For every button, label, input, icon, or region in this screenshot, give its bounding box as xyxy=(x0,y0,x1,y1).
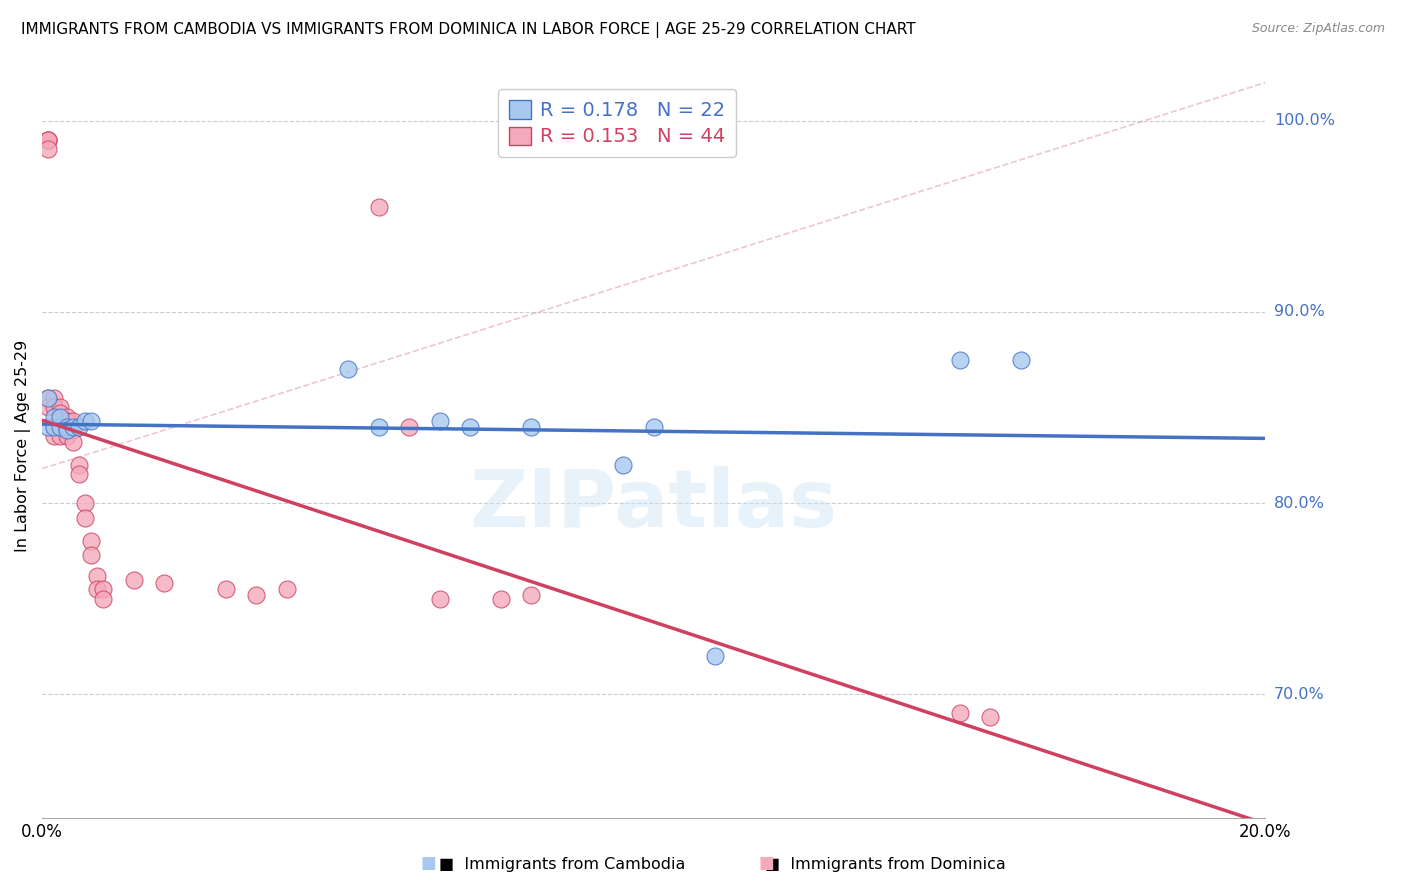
Point xyxy=(153,576,176,591)
Point xyxy=(49,401,72,415)
Point xyxy=(1010,352,1032,367)
Text: Source: ZipAtlas.com: Source: ZipAtlas.com xyxy=(1251,22,1385,36)
Point xyxy=(429,591,451,606)
Point xyxy=(429,414,451,428)
Point xyxy=(49,419,72,434)
Point xyxy=(62,419,84,434)
Point xyxy=(44,410,66,425)
Point xyxy=(276,582,298,596)
Text: 90.0%: 90.0% xyxy=(1274,304,1324,319)
Text: ■  Immigrants from Dominica: ■ Immigrants from Dominica xyxy=(765,857,1007,872)
Point xyxy=(949,706,972,721)
Point xyxy=(949,352,972,367)
Point xyxy=(67,458,90,472)
Point xyxy=(245,588,267,602)
Point xyxy=(703,648,725,663)
Point xyxy=(367,200,389,214)
Point xyxy=(44,391,66,405)
Point xyxy=(91,591,114,606)
Point xyxy=(73,511,96,525)
Text: IMMIGRANTS FROM CAMBODIA VS IMMIGRANTS FROM DOMINICA IN LABOR FORCE | AGE 25-29 : IMMIGRANTS FROM CAMBODIA VS IMMIGRANTS F… xyxy=(21,22,915,38)
Point xyxy=(62,424,84,438)
Point xyxy=(44,419,66,434)
Point xyxy=(55,429,77,443)
Point xyxy=(62,434,84,449)
Text: ZIPatlas: ZIPatlas xyxy=(470,467,838,544)
Point xyxy=(55,424,77,438)
Point xyxy=(44,429,66,443)
Point xyxy=(37,143,59,157)
Y-axis label: In Labor Force | Age 25-29: In Labor Force | Age 25-29 xyxy=(15,340,31,552)
Point xyxy=(979,710,1001,724)
Point xyxy=(73,496,96,510)
Point xyxy=(80,414,103,428)
Point xyxy=(73,414,96,428)
Point xyxy=(520,419,543,434)
Point xyxy=(398,419,420,434)
Point xyxy=(55,410,77,425)
Point xyxy=(86,582,108,596)
Point xyxy=(49,410,72,425)
Point xyxy=(80,534,103,549)
Point xyxy=(49,419,72,434)
Point xyxy=(489,591,512,606)
Point xyxy=(643,419,665,434)
Text: ■: ■ xyxy=(758,855,775,872)
Point xyxy=(612,458,634,472)
Point xyxy=(44,401,66,415)
Text: ■: ■ xyxy=(420,855,437,872)
Point xyxy=(37,401,59,415)
Point xyxy=(55,414,77,428)
Point xyxy=(37,133,59,147)
Point xyxy=(37,391,59,405)
Text: 70.0%: 70.0% xyxy=(1274,687,1324,702)
Point xyxy=(86,568,108,582)
Point xyxy=(520,588,543,602)
Point xyxy=(37,391,59,405)
Point xyxy=(55,419,77,434)
Point xyxy=(214,582,236,596)
Point xyxy=(37,133,59,147)
Text: 100.0%: 100.0% xyxy=(1274,113,1334,128)
Text: 80.0%: 80.0% xyxy=(1274,496,1324,510)
Point xyxy=(367,419,389,434)
Point xyxy=(49,406,72,420)
Point xyxy=(37,133,59,147)
Point xyxy=(67,467,90,482)
Point xyxy=(91,582,114,596)
Point xyxy=(62,414,84,428)
Point xyxy=(37,419,59,434)
Text: ■  Immigrants from Cambodia: ■ Immigrants from Cambodia xyxy=(439,857,686,872)
Point xyxy=(55,424,77,438)
Point xyxy=(336,362,359,376)
Point xyxy=(458,419,481,434)
Point xyxy=(44,419,66,434)
Point xyxy=(67,419,90,434)
Point xyxy=(49,414,72,428)
Point xyxy=(80,548,103,562)
Point xyxy=(122,573,145,587)
Legend: R = 0.178   N = 22, R = 0.153   N = 44: R = 0.178 N = 22, R = 0.153 N = 44 xyxy=(498,89,735,157)
Point xyxy=(49,429,72,443)
